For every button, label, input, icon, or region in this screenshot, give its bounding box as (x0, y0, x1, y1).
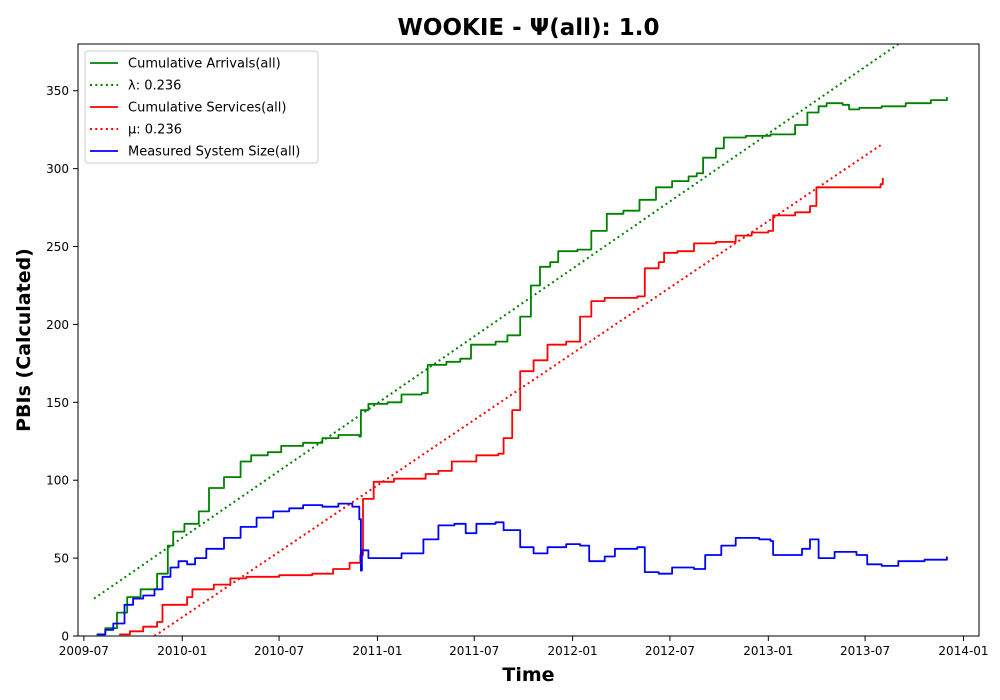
y-tick-label: 250 (46, 240, 69, 254)
series-line-2 (119, 178, 884, 636)
x-tick-label: 2013-01 (743, 644, 793, 658)
y-tick-label: 300 (46, 162, 69, 176)
y-axis-title: PBIs (Calculated) (13, 248, 35, 432)
x-tick-label: 2011-07 (449, 644, 499, 658)
legend-label-3: μ: 0.236 (128, 123, 182, 138)
series-line-4 (96, 502, 948, 636)
x-tick-label: 2012-07 (645, 644, 695, 658)
y-tick-label: 50 (54, 552, 69, 566)
series-line-0 (96, 97, 948, 636)
legend-label-2: Cumulative Services(all) (128, 101, 286, 116)
x-tick-label: 2012-01 (548, 644, 598, 658)
y-tick-label: 100 (46, 474, 69, 488)
x-tick-label: 2009-07 (59, 644, 109, 658)
y-tick-label: 200 (46, 318, 69, 332)
chart-title: WOOKIE - Ψ(all): 1.0 (398, 15, 660, 41)
plot-frame (77, 43, 980, 637)
series-line-1 (93, 44, 899, 600)
legend-label-4: Measured System Size(all) (128, 145, 300, 160)
series-line-3 (153, 142, 884, 636)
x-tick-label: 2014-01 (938, 644, 988, 658)
legend-box (84, 50, 319, 164)
y-tick-label: 150 (46, 396, 69, 410)
legend: Cumulative Arrivals(all) λ: 0.236 Cumulati… (84, 50, 319, 164)
legend-label-0: Cumulative Arrivals(all) (128, 57, 281, 72)
y-tick-label: 0 (61, 630, 69, 644)
tick-layer: 2009-07 2010-01 2010-07 2011-01 2011-07 2012-… (46, 84, 988, 658)
y-tick-label: 350 (46, 84, 69, 98)
series-layer (93, 44, 948, 636)
x-tick-label: 2010-07 (254, 644, 304, 658)
x-tick-label: 2013-07 (840, 644, 890, 658)
x-tick-label: 2010-01 (157, 644, 207, 658)
x-tick-label: 2011-01 (352, 644, 402, 658)
legend-label-1: λ: 0.236 (128, 79, 181, 94)
x-axis-title: Time (502, 664, 554, 686)
